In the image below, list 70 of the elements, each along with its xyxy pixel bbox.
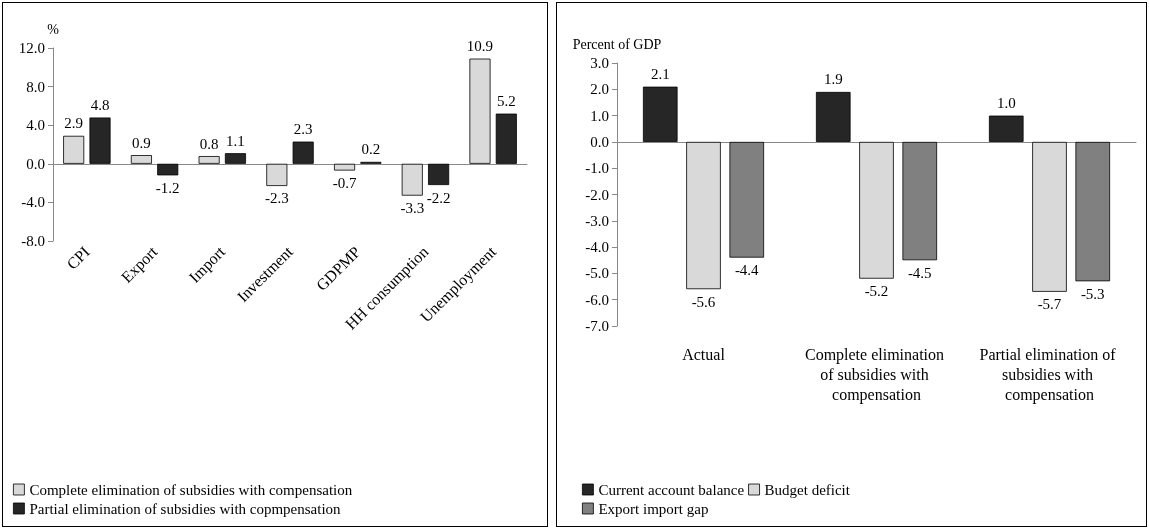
data-label: 0.8 <box>199 135 219 152</box>
y-tick-label: -3.0 <box>585 212 609 229</box>
bar <box>401 163 423 196</box>
data-label: 0.9 <box>132 134 151 151</box>
y-tick-label: -8.0 <box>21 233 45 249</box>
bar <box>642 86 678 142</box>
legend-label: Current account balance <box>598 481 745 498</box>
data-label: -5.3 <box>1080 285 1105 302</box>
data-label: -5.7 <box>1037 296 1062 313</box>
x-tick-label: CPI <box>63 242 93 273</box>
y-tick-label: 0.0 <box>26 155 45 172</box>
data-label: 1.0 <box>996 95 1016 112</box>
bar <box>988 115 1024 142</box>
bar <box>157 163 179 176</box>
bar <box>63 135 85 164</box>
legend-label: Budget deficit <box>764 481 851 498</box>
x-tick-label: Partial elimination of subsidies with compensation <box>979 345 1120 404</box>
y-tick-label: 0.0 <box>590 133 609 150</box>
y-tick-label: -2.0 <box>585 186 609 203</box>
bar <box>224 153 246 164</box>
bar <box>266 163 288 186</box>
legend-label: Export import gap <box>598 500 709 517</box>
y-tick-label: 4.0 <box>26 117 45 134</box>
x-tick-label: Complete elimination of subsidies with compensation <box>804 345 949 404</box>
data-label: 2.1 <box>650 66 670 83</box>
data-label: 1.9 <box>823 71 843 88</box>
data-label: -2.3 <box>264 190 289 207</box>
y-tick-label: -4.0 <box>21 194 45 211</box>
data-label: -5.6 <box>691 293 716 310</box>
y-tick-label: -5.0 <box>585 265 609 282</box>
y-tick-label: 1.0 <box>590 107 609 124</box>
y-tick-label: -1.0 <box>585 160 609 177</box>
data-label: 2.3 <box>293 121 313 138</box>
bar <box>130 155 152 164</box>
y-tick-label: -7.0 <box>585 318 609 334</box>
legend-label: Complete elimination of subsidies with compensation <box>29 481 353 498</box>
bar <box>292 141 314 164</box>
bar <box>469 58 491 164</box>
data-label: 4.8 <box>90 96 110 113</box>
data-label: -4.5 <box>907 264 932 281</box>
y-axis-title: Percent of GDP <box>572 36 662 52</box>
bar <box>334 163 356 171</box>
y-tick-label: 8.0 <box>26 78 45 95</box>
data-label: 0.2 <box>361 141 381 158</box>
bar <box>815 91 851 142</box>
data-label: 1.1 <box>226 132 245 149</box>
data-label: -5.2 <box>864 283 889 300</box>
bar <box>428 163 450 186</box>
bar <box>198 156 220 164</box>
data-label: 10.9 <box>466 38 494 55</box>
bar <box>859 141 894 279</box>
bar <box>495 113 517 164</box>
data-label: 5.2 <box>496 93 516 110</box>
data-label: -3.3 <box>400 200 425 217</box>
data-label: -4.4 <box>734 262 760 279</box>
bar <box>1032 141 1067 292</box>
bar <box>686 141 721 290</box>
data-label: -2.2 <box>426 189 451 206</box>
y-tick-label: 12.0 <box>18 40 45 56</box>
x-tick-label: Actual <box>682 345 726 363</box>
legend-label: Partial elimination of subsidies with copmpensation <box>29 500 342 517</box>
bar <box>89 117 111 164</box>
y-axis-title: % <box>47 21 60 37</box>
y-tick-label: 3.0 <box>590 55 609 71</box>
data-label: -0.7 <box>332 175 357 192</box>
data-label: 2.9 <box>64 115 84 132</box>
y-tick-label: -4.0 <box>585 239 609 256</box>
data-label: -1.2 <box>155 179 180 196</box>
y-tick-label: 2.0 <box>590 81 609 98</box>
y-tick-label: -6.0 <box>585 291 609 308</box>
